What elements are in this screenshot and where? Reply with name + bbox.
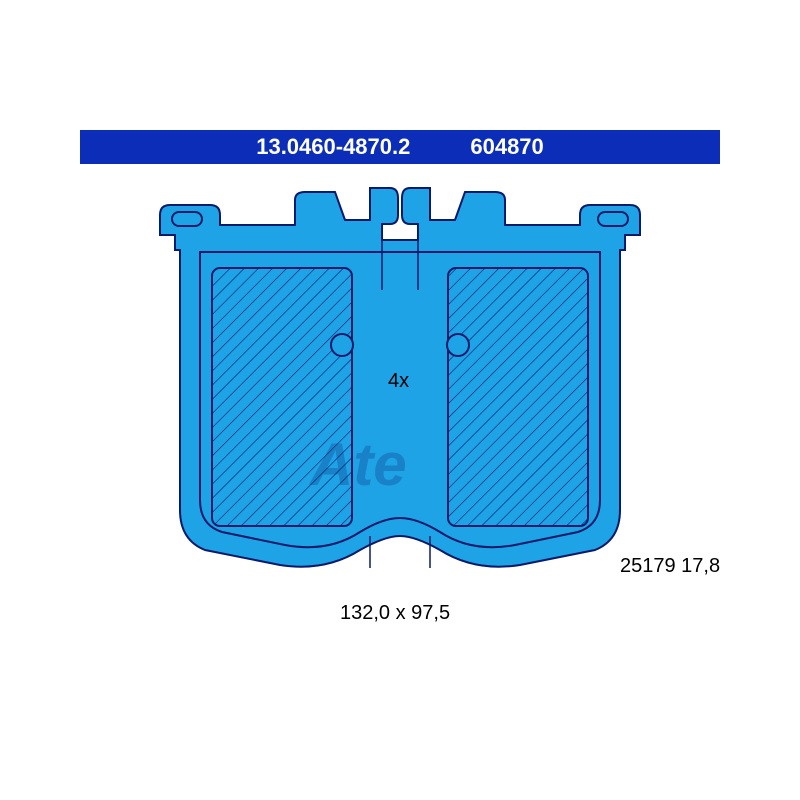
header-bar: 13.0460-4870.2 604870 [80,130,720,164]
dimension-bottom: 132,0 x 97,5 [340,602,450,625]
catalog-number: 604870 [470,134,543,160]
hole-right [447,334,469,356]
friction-block-left [212,268,352,526]
hole-left [331,334,353,356]
part-number: 13.0460-4870.2 [256,134,410,160]
brake-pad-diagram: 4x Ate [120,180,680,600]
quantity-label: 4x [388,370,409,393]
friction-block-right [448,268,588,526]
dimension-right: 25179 17,8 [620,555,720,578]
